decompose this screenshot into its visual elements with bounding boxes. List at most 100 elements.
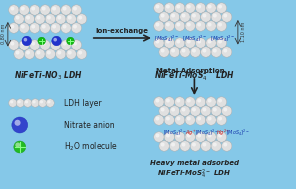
Circle shape <box>155 99 160 102</box>
Circle shape <box>201 12 211 22</box>
Circle shape <box>73 25 77 29</box>
Circle shape <box>36 15 41 19</box>
Circle shape <box>221 106 232 116</box>
Circle shape <box>154 21 164 31</box>
Circle shape <box>71 40 82 50</box>
Circle shape <box>202 14 206 18</box>
Circle shape <box>61 40 71 50</box>
Text: $Ag^+$: $Ag^+$ <box>185 128 197 138</box>
Circle shape <box>159 12 169 22</box>
Circle shape <box>175 97 185 107</box>
Circle shape <box>19 40 29 50</box>
Circle shape <box>213 143 217 146</box>
Text: 0.80 nm: 0.80 nm <box>1 24 6 44</box>
Circle shape <box>175 21 185 31</box>
Circle shape <box>24 99 32 107</box>
Circle shape <box>45 14 56 24</box>
Circle shape <box>175 115 185 125</box>
Circle shape <box>187 134 191 138</box>
Circle shape <box>68 51 72 54</box>
Circle shape <box>52 7 56 11</box>
Circle shape <box>190 106 201 116</box>
Circle shape <box>171 108 175 112</box>
Circle shape <box>221 12 232 22</box>
Circle shape <box>221 141 232 151</box>
Circle shape <box>218 40 222 43</box>
Circle shape <box>154 115 164 125</box>
Circle shape <box>154 38 164 48</box>
Circle shape <box>161 49 165 53</box>
Circle shape <box>16 15 20 19</box>
Circle shape <box>159 106 169 116</box>
Circle shape <box>197 99 201 102</box>
Circle shape <box>61 5 71 15</box>
Circle shape <box>14 141 26 153</box>
Circle shape <box>21 42 25 46</box>
Circle shape <box>197 40 201 43</box>
Circle shape <box>187 99 191 102</box>
Circle shape <box>195 115 206 125</box>
Circle shape <box>169 141 180 151</box>
Circle shape <box>9 5 19 15</box>
Circle shape <box>56 49 66 59</box>
Circle shape <box>154 97 164 107</box>
Circle shape <box>166 40 170 43</box>
Circle shape <box>221 47 232 57</box>
Circle shape <box>166 134 170 138</box>
Circle shape <box>206 115 216 125</box>
Circle shape <box>78 51 82 54</box>
Circle shape <box>202 143 206 146</box>
Circle shape <box>17 100 21 103</box>
Text: $[MoS_4]^{2-}$: $[MoS_4]^{2-}$ <box>163 128 187 138</box>
Circle shape <box>166 99 170 102</box>
Circle shape <box>176 22 180 26</box>
Circle shape <box>176 117 180 121</box>
Circle shape <box>159 141 169 151</box>
Circle shape <box>195 3 206 13</box>
Circle shape <box>201 106 211 116</box>
Circle shape <box>213 49 217 53</box>
Circle shape <box>190 141 201 151</box>
Text: NiFeTi-MoS$_4^{2-}$ LDH: NiFeTi-MoS$_4^{2-}$ LDH <box>154 68 235 83</box>
Circle shape <box>187 5 191 9</box>
Circle shape <box>161 14 165 18</box>
Circle shape <box>211 141 221 151</box>
Circle shape <box>12 117 28 133</box>
Circle shape <box>73 7 77 11</box>
Circle shape <box>164 3 174 13</box>
Circle shape <box>175 132 185 142</box>
Circle shape <box>201 47 211 57</box>
Circle shape <box>180 141 190 151</box>
Circle shape <box>207 5 212 9</box>
Circle shape <box>216 97 227 107</box>
Circle shape <box>26 51 30 54</box>
Circle shape <box>154 3 164 13</box>
Circle shape <box>24 14 35 24</box>
Circle shape <box>71 23 82 33</box>
Text: $[MoS_4]^{2-}$  $[MoS_4]^{2-}$  $[MoS_4]^{2-}$: $[MoS_4]^{2-}$ $[MoS_4]^{2-}$ $[MoS_4]^{… <box>154 34 235 44</box>
Circle shape <box>42 42 46 46</box>
Circle shape <box>197 117 201 121</box>
Circle shape <box>192 49 196 53</box>
Circle shape <box>223 108 227 112</box>
Circle shape <box>166 5 170 9</box>
Circle shape <box>171 49 175 53</box>
Circle shape <box>40 40 50 50</box>
Circle shape <box>52 42 56 46</box>
Circle shape <box>218 99 222 102</box>
Circle shape <box>195 38 206 48</box>
Circle shape <box>180 12 190 22</box>
Circle shape <box>195 132 206 142</box>
Circle shape <box>164 97 174 107</box>
Circle shape <box>10 42 14 46</box>
Circle shape <box>47 15 51 19</box>
Circle shape <box>30 5 40 15</box>
Circle shape <box>181 143 186 146</box>
Circle shape <box>171 143 175 146</box>
Circle shape <box>176 99 180 102</box>
Text: NiFeTi-NO$_3$ LDH: NiFeTi-NO$_3$ LDH <box>14 70 83 83</box>
Text: Heavy metal adsorbed
NiFeTi-MoS$_4^{2-}$ LDH: Heavy metal adsorbed NiFeTi-MoS$_4^{2-}$… <box>150 160 239 181</box>
Circle shape <box>31 42 35 46</box>
Circle shape <box>161 108 165 112</box>
Circle shape <box>76 14 87 24</box>
